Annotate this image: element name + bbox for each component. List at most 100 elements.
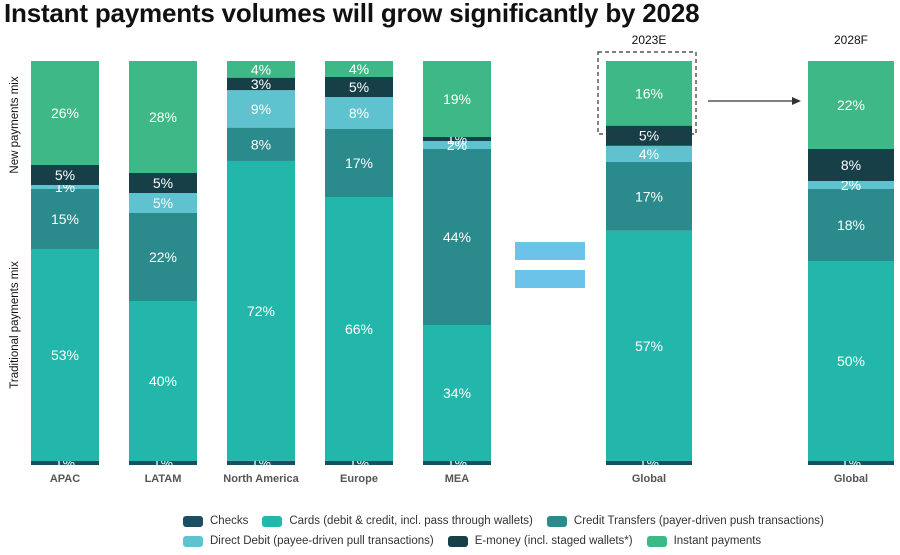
data-label-credit_transfers: 44% [443,229,471,245]
data-label-cards: 50% [837,353,865,369]
legend-item-instant: Instant payments [646,535,761,547]
data-label-credit_transfers: 22% [149,249,177,265]
bar-segment-instant [606,61,692,126]
data-label-credit_transfers: 18% [837,217,865,233]
legend-item-emoney: E-money (incl. staged wallets*) [447,535,633,547]
column-header-2028f: 2028F [834,33,868,47]
data-label-emoney: 3% [251,76,271,92]
legend-swatch-checks [183,515,203,527]
data-label-direct_debit: 8% [349,105,369,121]
data-label-emoney: 8% [841,157,861,173]
bar-segment-checks [606,460,692,465]
bar-segment-cards [423,325,491,461]
equals-sign-top [515,242,585,260]
category-label-global: Global [834,473,868,485]
bar-segment-credit_transfers [227,127,295,161]
legend-label-credit-transfers: Credit Transfers (payer-driven push tran… [573,515,824,527]
legend: Checks Cards (debit & credit, incl. pass… [183,511,883,551]
legend-label-cards: Cards (debit & credit, incl. pass throug… [289,515,533,527]
data-label-direct_debit: 9% [251,101,271,117]
legend-swatch-credit-transfers [546,515,567,527]
legend-row: Direct Debit (payee-driven pull transact… [183,531,883,551]
data-label-emoney: 5% [55,167,75,183]
data-label-cards: 34% [443,385,471,401]
category-label-latam: LATAM [145,473,182,485]
highlight-box [597,51,697,135]
bar-segment-direct_debit [325,97,393,129]
legend-swatch-cards [262,515,283,527]
data-label-credit_transfers: 17% [635,188,663,204]
category-label-mea: MEA [445,473,470,485]
bar-segment-instant [31,61,99,165]
bar-segment-instant [325,61,393,77]
bar-segment-emoney [606,125,692,146]
data-label-emoney: 5% [349,79,369,95]
data-label-instant: 4% [251,61,271,77]
legend-item-cards: Cards (debit & credit, incl. pass throug… [262,515,533,527]
category-label-global: Global [632,473,666,485]
data-label-direct_debit: 4% [639,146,659,162]
bar-segment-checks [129,461,197,465]
legend-item-direct-debit: Direct Debit (payee-driven pull transact… [183,535,434,547]
arrow-head-icon [792,97,801,105]
bar-segment-direct_debit [227,90,295,128]
data-label-cards: 53% [51,347,79,363]
bar-segment-checks [808,461,894,465]
legend-row: Checks Cards (debit & credit, incl. pass… [183,511,883,531]
data-label-instant: 16% [635,85,663,101]
legend-label-direct-debit: Direct Debit (payee-driven pull transact… [210,535,434,547]
legend-swatch-instant [646,535,667,547]
data-label-emoney: 5% [153,175,173,191]
data-label-credit_transfers: 15% [51,211,79,227]
bar-segment-cards [606,230,692,461]
bar-segment-cards [325,197,393,461]
bar-segment-instant [808,61,894,149]
bar-segment-credit_transfers [606,162,692,231]
bar-segment-direct_debit [606,145,692,162]
bar-segment-checks [227,460,295,465]
legend-label-checks: Checks [210,515,249,527]
data-label-cards: 57% [635,338,663,354]
bar-segment-emoney [423,137,491,141]
category-label-europe: Europe [340,473,378,485]
data-label-emoney: 5% [639,128,659,144]
bar-segment-emoney [129,173,197,193]
bar-segment-instant [423,61,491,137]
legend-item-credit-transfers: Credit Transfers (payer-driven push tran… [546,515,824,527]
bar-segment-instant [129,61,197,173]
column-header-2023e: 2023E [632,33,667,47]
ylabel-new: New payments mix [9,76,21,173]
bar-segment-direct_debit [129,193,197,213]
equals-sign-bottom [515,270,585,288]
bar-segment-emoney [808,149,894,181]
bar-segment-credit_transfers [31,189,99,249]
bar-segment-cards [31,249,99,461]
bar-segment-checks [31,461,99,465]
data-label-cards: 40% [149,373,177,389]
data-label-direct_debit: 5% [153,195,173,211]
category-label-apac: APAC [50,473,80,485]
ylabel-traditional: Traditional payments mix [9,261,21,389]
data-label-cards: 66% [345,321,373,337]
legend-swatch-direct-debit [183,535,203,547]
chart-title: Instant payments volumes will grow signi… [4,0,700,28]
bar-segment-cards [808,261,894,461]
bar-segment-emoney [31,165,99,185]
bar-segment-checks [423,461,491,465]
legend-item-checks: Checks [183,515,248,527]
legend-swatch-emoney [447,535,468,547]
data-label-instant: 26% [51,105,79,121]
data-label-instant: 22% [837,97,865,113]
bar-segment-credit_transfers [423,149,491,325]
bar-segment-credit_transfers [129,213,197,301]
bar-segment-credit_transfers [808,189,894,261]
bar-segment-cards [129,301,197,461]
data-label-cards: 72% [247,303,275,319]
bar-segment-direct_debit [808,181,894,189]
bar-segment-direct_debit [423,141,491,149]
data-label-instant: 28% [149,109,177,125]
data-label-credit_transfers: 17% [345,155,373,171]
bar-segment-cards [227,160,295,461]
bar-segment-credit_transfers [325,129,393,197]
legend-label-emoney: E-money (incl. staged wallets*) [474,535,633,547]
